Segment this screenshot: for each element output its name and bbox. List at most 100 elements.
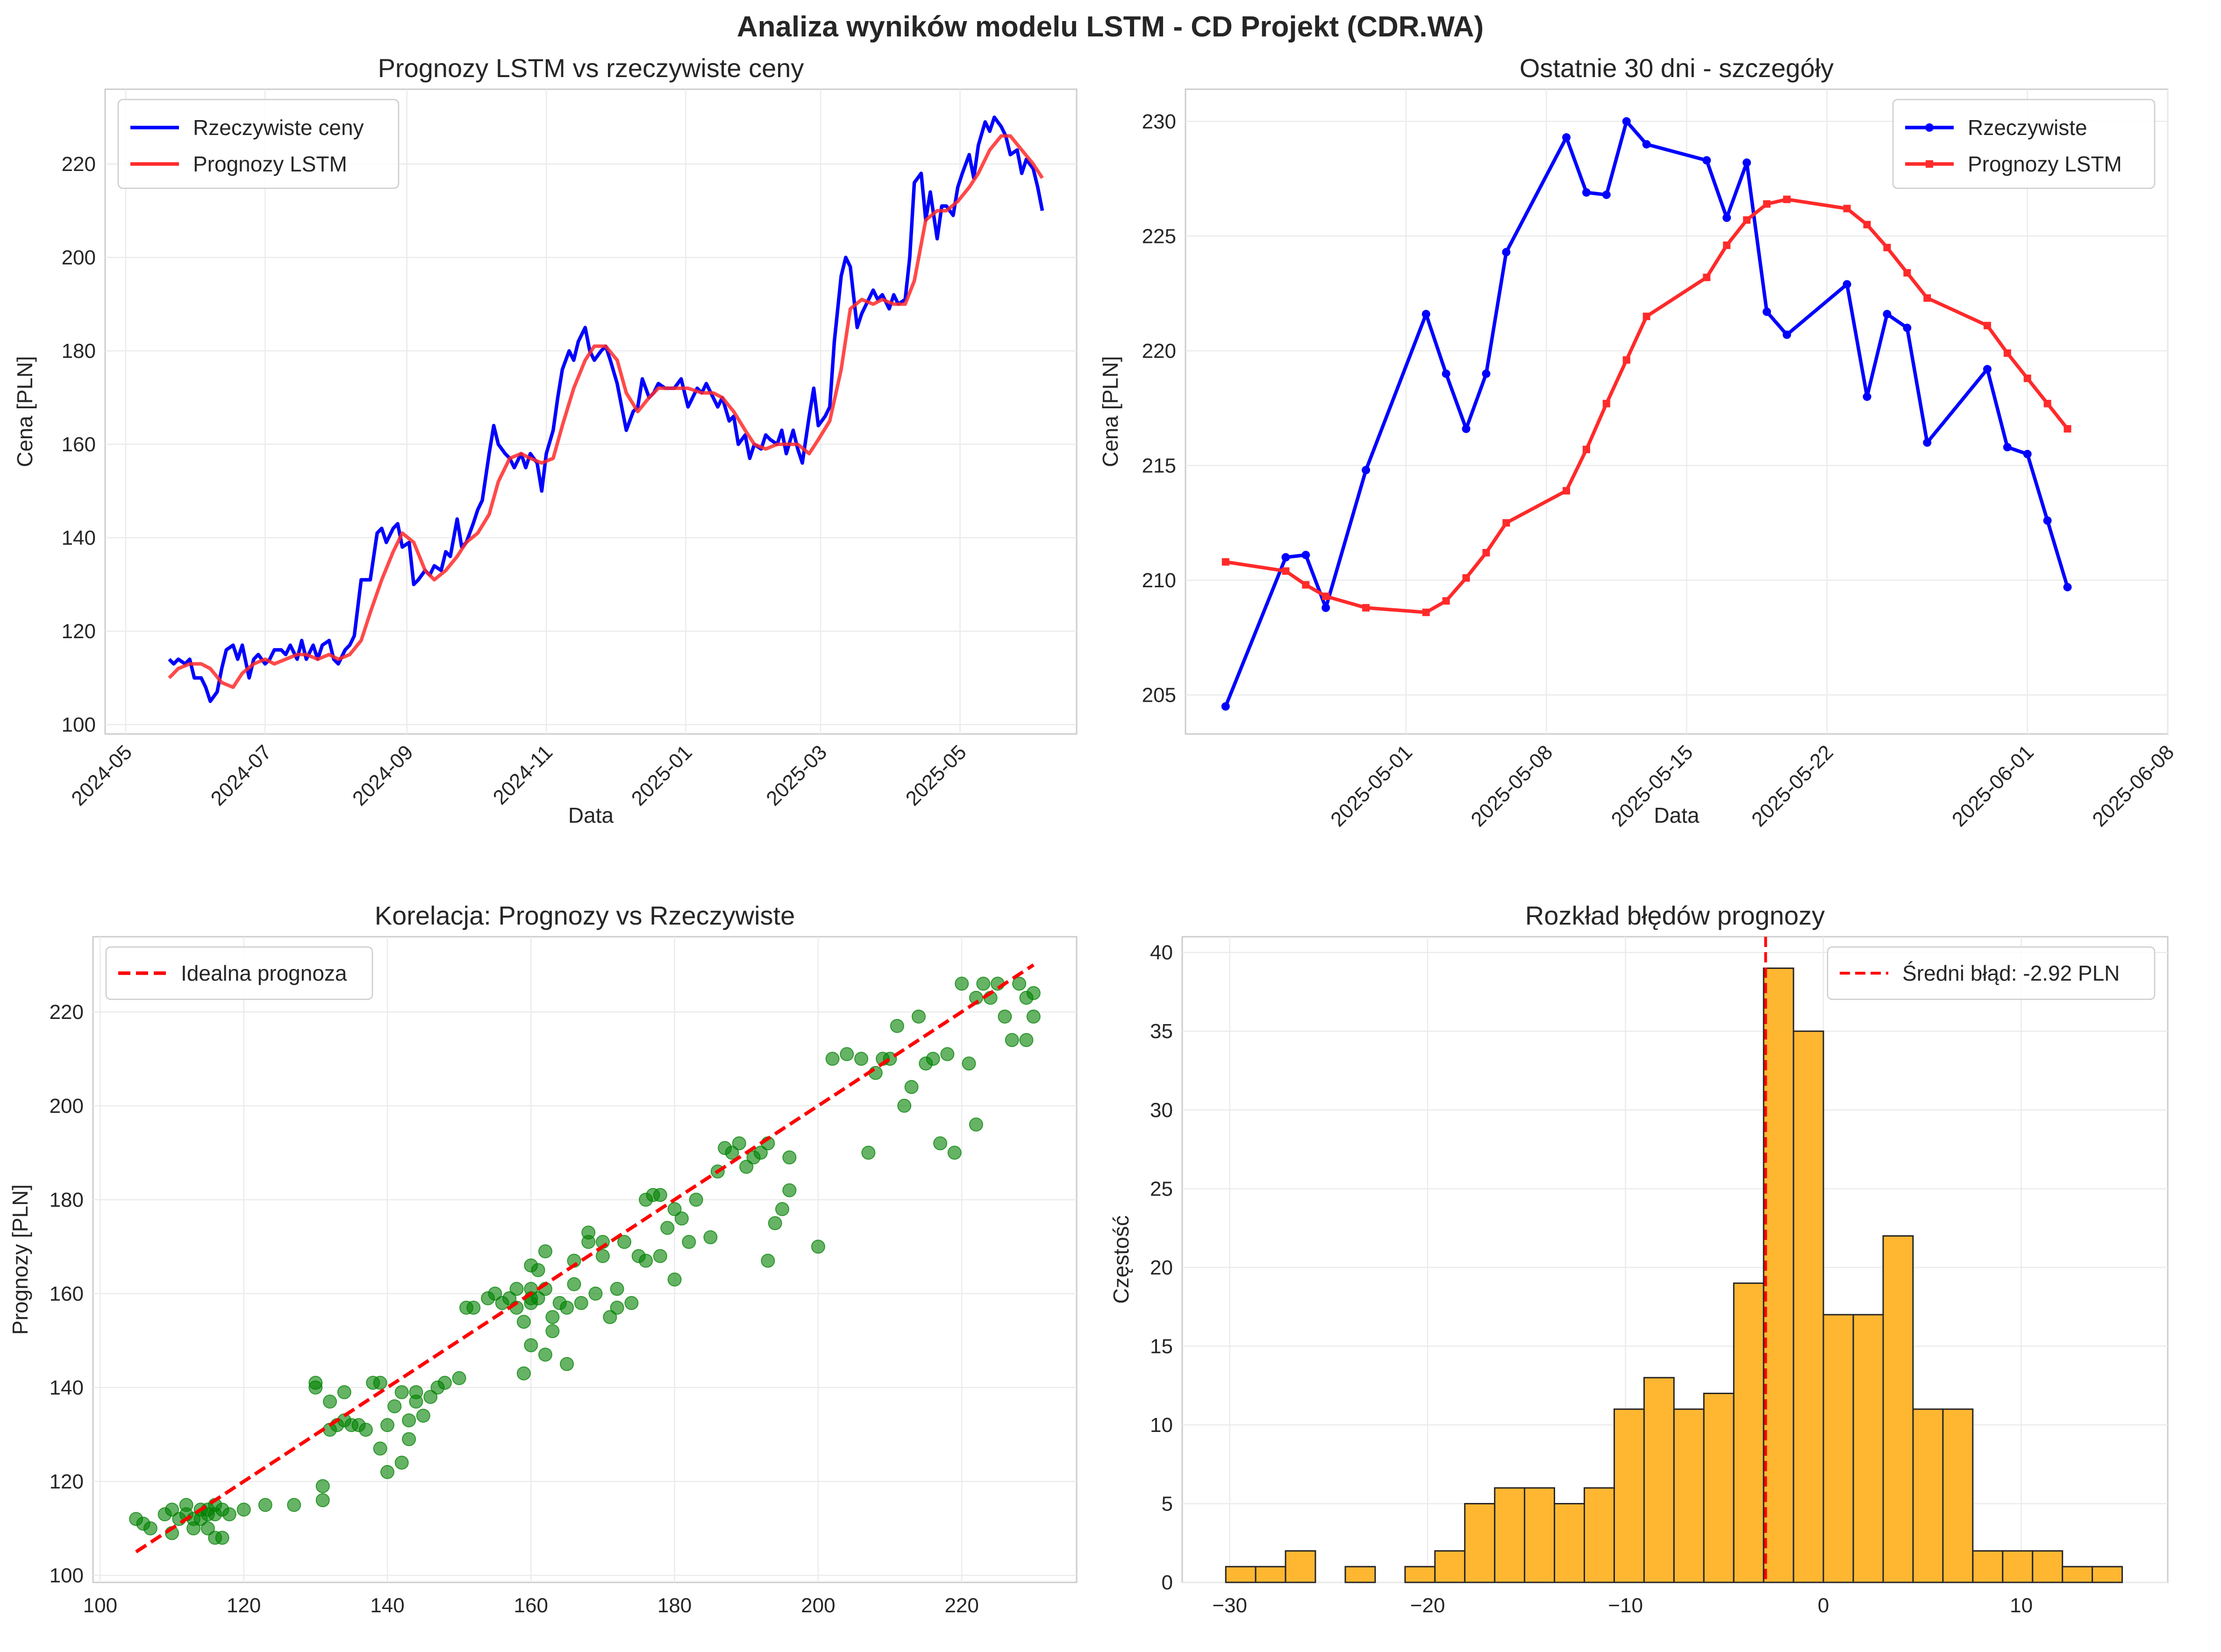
scatter-point — [1019, 1033, 1034, 1047]
scatter-point — [682, 1235, 696, 1249]
y-tick-label: 230 — [1142, 110, 1176, 133]
series-line-forecast — [168, 134, 1044, 689]
marker-forecast — [1763, 200, 1771, 208]
scatter-point — [610, 1282, 624, 1296]
scatter-point — [315, 1479, 330, 1493]
plot-area — [1185, 88, 2169, 735]
scatter-point — [323, 1395, 337, 1409]
scatter-point — [567, 1277, 581, 1291]
scatter-point — [402, 1432, 416, 1446]
histogram-bar — [2062, 1566, 2093, 1583]
scatter-point — [1026, 1009, 1041, 1024]
y-tick-label: 205 — [1142, 684, 1176, 707]
y-tick-label: 30 — [1150, 1099, 1173, 1122]
marker-actual — [1642, 140, 1651, 149]
scatter-point — [373, 1375, 387, 1390]
marker-forecast — [1502, 519, 1510, 527]
y-tick-label: 35 — [1150, 1020, 1173, 1043]
marker-forecast — [2023, 374, 2031, 382]
marker-forecast — [2043, 399, 2051, 407]
scatter-point — [595, 1249, 610, 1263]
scatter-point — [933, 1136, 948, 1151]
marker-forecast — [1923, 294, 1931, 302]
x-tick-label: −20 — [1410, 1594, 1445, 1617]
panel-title: Prognozy LSTM vs rzeczywiste ceny — [378, 53, 804, 83]
scatter-point — [222, 1507, 236, 1522]
series-line-actual — [1224, 120, 2070, 707]
scatter-point — [962, 1056, 976, 1071]
scatter-point — [940, 1047, 955, 1061]
marker-actual — [1622, 117, 1631, 126]
marker-actual — [1702, 156, 1711, 165]
scatter-point — [854, 1052, 869, 1066]
x-tick-label: 220 — [944, 1594, 978, 1617]
scatter-point — [437, 1375, 452, 1390]
x-axis-label: Data — [568, 803, 614, 827]
scatter-point — [897, 1098, 912, 1113]
legend-label-forecast: Prognozy LSTM — [1968, 152, 2122, 176]
histogram-bar — [1464, 1503, 1496, 1583]
scatter-point — [538, 1244, 552, 1259]
marker-forecast — [1602, 399, 1610, 407]
marker-forecast — [1903, 269, 1911, 277]
scatter-point — [912, 1009, 926, 1024]
marker-forecast — [2064, 425, 2071, 433]
scatter-point — [236, 1502, 251, 1517]
scatter-point — [560, 1301, 574, 1315]
marker-actual — [2043, 516, 2052, 525]
marker-forecast — [1322, 592, 1330, 600]
scatter-point — [904, 1080, 919, 1094]
histogram-bar — [1524, 1487, 1556, 1583]
y-tick-label: 0 — [1162, 1571, 1173, 1594]
marker-actual — [1421, 310, 1430, 319]
scatter-point — [753, 1146, 768, 1160]
scatter-point — [703, 1230, 718, 1245]
scatter-point — [610, 1301, 624, 1315]
y-tick-label: 220 — [62, 153, 96, 176]
scatter-point — [516, 1315, 531, 1329]
legend-marker-forecast — [1926, 160, 1933, 168]
histogram-bar — [1554, 1503, 1585, 1583]
scatter-point — [1005, 1033, 1019, 1047]
scatter-point — [660, 1221, 675, 1235]
scatter-point — [689, 1192, 703, 1207]
scatter-point — [538, 1347, 552, 1362]
histogram-bar — [1763, 967, 1794, 1583]
x-tick-label: 120 — [227, 1594, 261, 1617]
scatter-point — [617, 1235, 631, 1249]
scatter-point — [653, 1188, 667, 1202]
histogram-bar — [1344, 1566, 1376, 1583]
scatter-point — [531, 1263, 545, 1277]
y-tick-label: 120 — [50, 1470, 84, 1493]
histogram-bar — [2092, 1566, 2123, 1583]
scatter-point — [581, 1235, 596, 1249]
histogram-bar — [1703, 1393, 1735, 1583]
y-tick-label: 200 — [50, 1095, 84, 1118]
histogram-bar — [1434, 1550, 1466, 1583]
y-tick-label: 160 — [50, 1282, 84, 1305]
histogram-bar — [1793, 1030, 1824, 1583]
histogram-bar — [1882, 1235, 1914, 1583]
histogram-bar — [1584, 1487, 1615, 1583]
scatter-point — [545, 1324, 560, 1339]
y-tick-label: 200 — [62, 246, 96, 269]
y-tick-label: 220 — [1142, 340, 1176, 363]
y-tick-label: 40 — [1150, 941, 1173, 964]
scatter-point — [308, 1380, 323, 1395]
ideal-forecast-line — [135, 963, 1035, 1553]
scatter-point — [394, 1385, 409, 1399]
y-tick-label: 215 — [1142, 454, 1176, 477]
legend-frame — [105, 946, 373, 1000]
scatter-point — [782, 1183, 797, 1197]
scatter-point — [739, 1160, 754, 1174]
x-axis-label: Data — [1654, 803, 1700, 827]
panel-title: Korelacja: Prognozy vs Rzeczywiste — [375, 901, 795, 930]
panel-error-histogram: Rozkład błędów prognozyBłąd [PLN]0510152… — [1109, 901, 2169, 1652]
y-tick-label: 140 — [50, 1376, 84, 1399]
series-line-forecast — [1225, 197, 2069, 614]
y-tick-label: 210 — [1142, 569, 1176, 592]
marker-actual — [1362, 466, 1371, 475]
panel-last-30-days: Ostatnie 30 dni - szczegóły Data 205 210 215… — [1098, 53, 2178, 831]
marker-actual — [1562, 133, 1571, 142]
panel-title: Rozkład błędów prognozy — [1525, 901, 1825, 930]
